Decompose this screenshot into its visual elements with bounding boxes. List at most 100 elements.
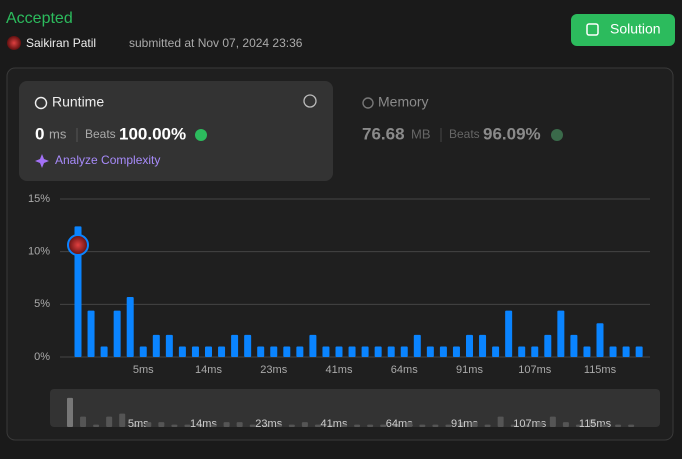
bar[interactable]	[100, 346, 108, 357]
minimap-bar	[171, 424, 178, 427]
bar[interactable]	[400, 346, 408, 357]
bar[interactable]	[113, 310, 121, 357]
minimap-bar	[158, 422, 165, 427]
minimap-bar	[458, 422, 465, 427]
y-tick-label: 10%	[28, 246, 50, 258]
bar[interactable]	[322, 346, 330, 357]
clock-icon	[34, 96, 48, 110]
bar[interactable]	[335, 346, 343, 357]
bar[interactable]	[505, 310, 513, 357]
bar[interactable]	[348, 346, 356, 357]
memory-title[interactable]: Memory	[378, 94, 429, 110]
bar[interactable]	[583, 346, 591, 357]
minimap-bar	[341, 424, 348, 427]
minimap-bar	[197, 424, 204, 427]
bar[interactable]	[152, 334, 160, 357]
bar[interactable]	[518, 346, 526, 357]
minimap-bar	[549, 416, 556, 427]
runtime-beats: 100.00%	[119, 124, 186, 143]
minimap-bar	[484, 424, 491, 427]
bar[interactable]	[439, 346, 447, 357]
bar[interactable]	[609, 346, 617, 357]
bar[interactable]	[205, 346, 212, 357]
avatar	[7, 36, 21, 50]
bar[interactable]	[374, 346, 382, 357]
bar[interactable]	[479, 334, 487, 357]
bar[interactable]	[426, 346, 434, 357]
memory-unit: MB	[411, 126, 431, 141]
beats-label: Beats	[85, 127, 116, 141]
bar[interactable]	[531, 346, 539, 357]
analyze-link[interactable]: Analyze Complexity	[55, 153, 160, 167]
bar[interactable]	[257, 346, 265, 357]
x-tick-label: 64ms	[391, 364, 418, 376]
bar[interactable]	[544, 334, 552, 357]
bar[interactable]	[191, 346, 199, 357]
clap-icon	[195, 129, 207, 141]
edit-icon	[586, 23, 599, 36]
bar[interactable]	[452, 346, 460, 357]
x-tick-label: 107ms	[518, 364, 552, 376]
bar[interactable]	[413, 334, 421, 357]
minimap-label: 64ms	[386, 418, 413, 430]
x-tick-label: 5ms	[133, 364, 154, 376]
bar[interactable]	[570, 334, 578, 357]
minimap[interactable]	[50, 389, 660, 427]
bar[interactable]	[622, 346, 630, 357]
bar[interactable]	[165, 334, 173, 357]
info-icon[interactable]	[303, 94, 317, 108]
x-tick-label: 115ms	[584, 364, 617, 376]
minimap-bar	[523, 424, 530, 427]
runtime-card[interactable]	[19, 81, 333, 181]
bar[interactable]	[218, 346, 226, 357]
minimap-bar	[380, 424, 387, 427]
bar[interactable]	[296, 346, 304, 357]
minimap-bar	[497, 416, 504, 427]
minimap-label: 14ms	[190, 418, 217, 430]
bar[interactable]	[635, 346, 643, 357]
y-tick-label: 15%	[28, 193, 50, 205]
minimap-bar	[106, 416, 113, 427]
solution-button[interactable]	[571, 14, 675, 46]
bar[interactable]	[466, 334, 473, 357]
bar[interactable]	[178, 346, 186, 357]
runtime-value: 0	[35, 124, 44, 143]
user-name[interactable]: Saikiran Patil	[26, 36, 96, 50]
minimap-bar	[301, 422, 308, 427]
bar[interactable]	[557, 310, 565, 357]
bar[interactable]	[139, 346, 147, 357]
bar[interactable]	[361, 346, 369, 357]
beats-label: Beats	[449, 127, 480, 141]
minimap-bar	[223, 422, 230, 427]
minimap-bar	[628, 424, 635, 427]
status: Accepted	[6, 10, 73, 27]
x-tick-label: 91ms	[456, 364, 483, 376]
minimap-bar	[445, 424, 452, 427]
minimap-bar	[589, 419, 595, 427]
bar[interactable]	[492, 346, 500, 357]
bar[interactable]	[270, 346, 278, 357]
minimap-bar	[602, 424, 609, 427]
bar[interactable]	[126, 296, 134, 357]
solution-label[interactable]: Solution	[610, 21, 661, 37]
bar[interactable]	[231, 334, 239, 357]
bar[interactable]	[244, 334, 252, 357]
bar[interactable]	[596, 323, 604, 357]
minimap-label: 115ms	[579, 418, 612, 430]
minimap-bar	[93, 424, 100, 427]
minimap-bar	[562, 422, 569, 427]
y-tick-label: 5%	[34, 298, 50, 310]
y-tick-label: 0%	[34, 351, 50, 363]
minimap-bar	[80, 416, 87, 427]
bar[interactable]	[309, 334, 317, 357]
minimap-bar	[354, 424, 361, 427]
bar[interactable]	[387, 346, 395, 357]
bar[interactable]	[87, 310, 95, 357]
bar[interactable]	[74, 226, 82, 357]
minimap-bar	[471, 422, 478, 427]
bar[interactable]	[283, 346, 291, 357]
memory-beats: 96.09%	[483, 124, 541, 143]
sparkle-icon	[35, 154, 49, 168]
